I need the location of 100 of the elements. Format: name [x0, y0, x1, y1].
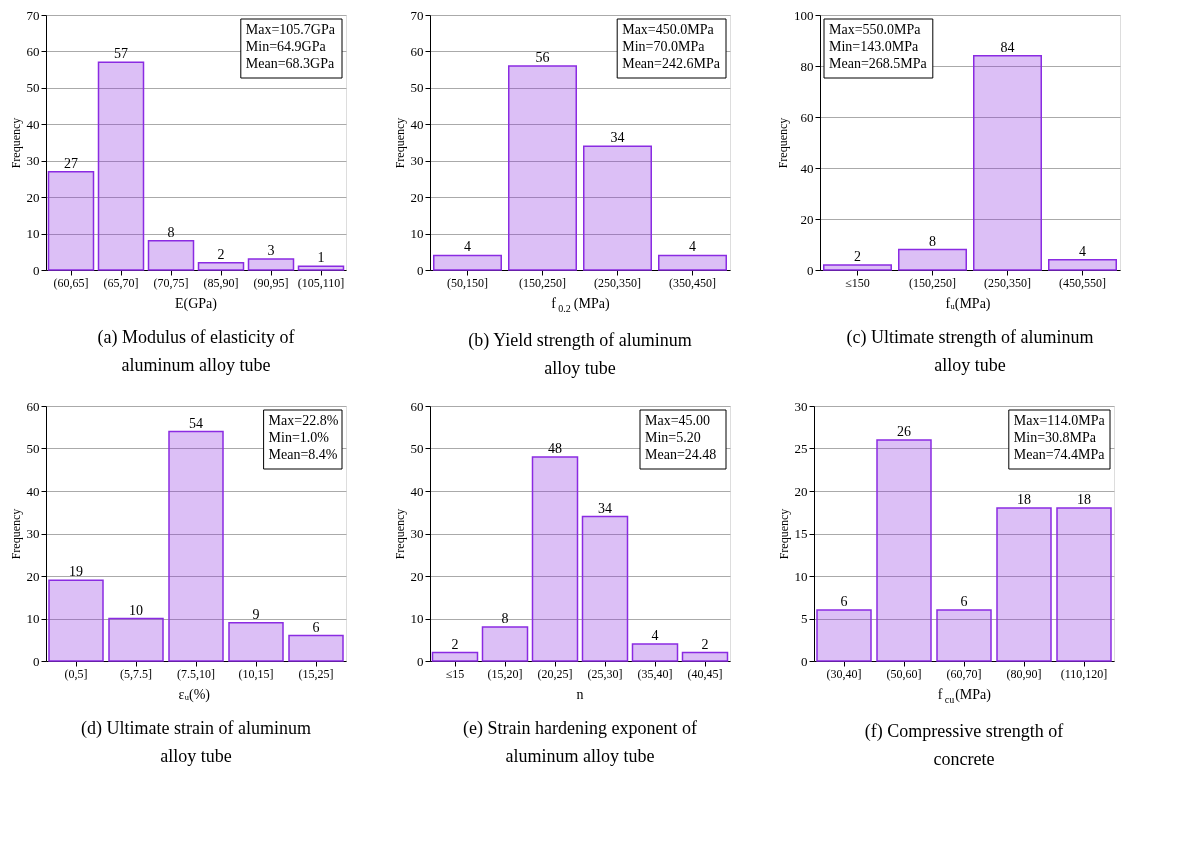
y-tick-label: 0 — [801, 653, 808, 669]
x-tick-label: (15,25] — [298, 666, 334, 681]
text: (f) Compressive strength of concrete — [864, 721, 1064, 769]
x-tick-label: (90,95] — [253, 275, 289, 290]
y-axis-title: Frequency — [392, 117, 407, 169]
x-tick-label: (30,40] — [826, 666, 862, 681]
x-tick-label: (0,5] — [64, 666, 88, 681]
y-tick-label: 0 — [33, 262, 40, 278]
bar — [47, 170, 95, 271]
y-tick-label: 0 — [417, 653, 424, 669]
x-tick-label: (150,250] — [909, 275, 956, 290]
bar — [898, 248, 967, 271]
data-label: 6 — [960, 594, 968, 609]
y-tick-label: 80 — [800, 58, 814, 74]
y-tick-label: 70 — [26, 7, 40, 23]
y-tick-label: 10 — [794, 568, 808, 584]
data-label: 6 — [840, 594, 848, 609]
data-label: 4 — [651, 628, 659, 643]
annotation: Min=64.9GPa — [245, 39, 327, 54]
bar — [481, 626, 529, 662]
text: (d) Ultimate strain of aluminum alloy tube — [81, 718, 311, 766]
x-tick-label: (250,350] — [594, 275, 641, 290]
x-axis-title: E(GPa) — [175, 296, 218, 312]
data-label: 2 — [701, 636, 709, 652]
annotation: Max=22.8% — [268, 413, 339, 428]
data-label: 4 — [689, 239, 696, 255]
bar — [816, 609, 872, 662]
y-tick-label: 25 — [794, 441, 808, 456]
annotation: Min=70.0MPa — [622, 39, 706, 54]
bar — [508, 65, 577, 271]
x-tick-label: (80,90] — [1006, 666, 1042, 681]
x-tick-label: (5,7.5] — [120, 666, 152, 681]
x-axis-title: n — [576, 687, 584, 702]
annotation: Min=1.0% — [268, 430, 330, 445]
x-tick-label: (40,45] — [687, 666, 723, 681]
x-tick-label: (50,150] — [447, 275, 488, 290]
data-label: 54 — [189, 415, 203, 431]
bar — [531, 456, 579, 662]
bar — [247, 258, 295, 271]
data-label: 1 — [317, 250, 325, 266]
annotation: Max=550.0MPa — [829, 22, 922, 37]
x-axis-title: fᵤ(MPa) — [945, 296, 991, 312]
data-label: 26 — [897, 424, 911, 439]
data-label: 4 — [464, 239, 471, 255]
annotation: Mean=268.5MPa — [829, 56, 928, 71]
y-tick-label: 50 — [410, 80, 424, 96]
y-tick-label: 40 — [800, 160, 814, 176]
y-tick-label: 10 — [26, 226, 40, 242]
y-tick-label: 30 — [410, 153, 424, 169]
y-tick-label: 5 — [801, 611, 808, 626]
y-tick-label: 30 — [26, 153, 40, 169]
bar — [228, 622, 284, 662]
x-tick-label: (60,70] — [946, 666, 982, 681]
y-tick-label: 40 — [26, 116, 40, 132]
y-tick-label: 30 — [410, 526, 424, 541]
x-tick-label: (7.5,10] — [177, 666, 215, 681]
text: (a) Modulus of elasticity of aluminum alloy tube — [97, 327, 295, 375]
x-tick-label: (85,90] — [203, 275, 239, 290]
y-tick-label: 50 — [26, 441, 40, 456]
bar — [681, 651, 729, 662]
bar — [97, 61, 145, 271]
y-axis-title: Frequency — [776, 117, 790, 169]
x-tick-label: (70,75] — [153, 275, 189, 290]
bar — [297, 265, 345, 271]
data-label: 57 — [114, 46, 128, 62]
bar — [288, 634, 344, 662]
y-axis-title: Frequency — [8, 508, 23, 560]
y-tick-label: 0 — [417, 262, 424, 278]
bar — [108, 617, 164, 662]
data-label: 9 — [252, 606, 260, 622]
y-tick-label: 50 — [26, 80, 40, 96]
bar — [433, 254, 502, 271]
data-label: 3 — [267, 243, 275, 259]
data-label: 10 — [129, 602, 143, 618]
y-tick-label: 20 — [800, 211, 814, 227]
y-tick-label: 40 — [26, 483, 40, 499]
y-axis-title: Frequency — [8, 117, 23, 169]
y-tick-label: 60 — [26, 43, 40, 59]
text: (b) Yield strength of aluminum alloy tube — [468, 330, 692, 378]
y-tick-label: 10 — [410, 226, 424, 242]
x-tick-label: (25,30] — [587, 666, 623, 681]
data-label: 18 — [1017, 492, 1031, 507]
data-label: 56 — [535, 50, 550, 65]
y-tick-label: 60 — [410, 398, 424, 414]
data-label: 8 — [929, 233, 936, 249]
annotation: Min=5.20 — [645, 430, 701, 445]
annotation: Mean=24.48 — [645, 447, 717, 462]
x-tick-label: (35,40] — [637, 666, 673, 681]
y-tick-label: 20 — [794, 483, 808, 499]
annotation: Mean=74.4MPa — [1013, 447, 1106, 462]
bar — [631, 643, 679, 662]
y-tick-label: 0 — [33, 653, 40, 669]
y-tick-label: 70 — [410, 7, 424, 23]
y-tick-label: 20 — [410, 189, 424, 205]
bar — [876, 439, 932, 662]
data-label: 4 — [1079, 243, 1086, 259]
y-tick-label: 40 — [410, 116, 424, 132]
y-tick-label: 15 — [794, 526, 808, 541]
y-axis-title: Frequency — [392, 508, 407, 560]
y-axis-title: Frequency — [776, 508, 791, 560]
